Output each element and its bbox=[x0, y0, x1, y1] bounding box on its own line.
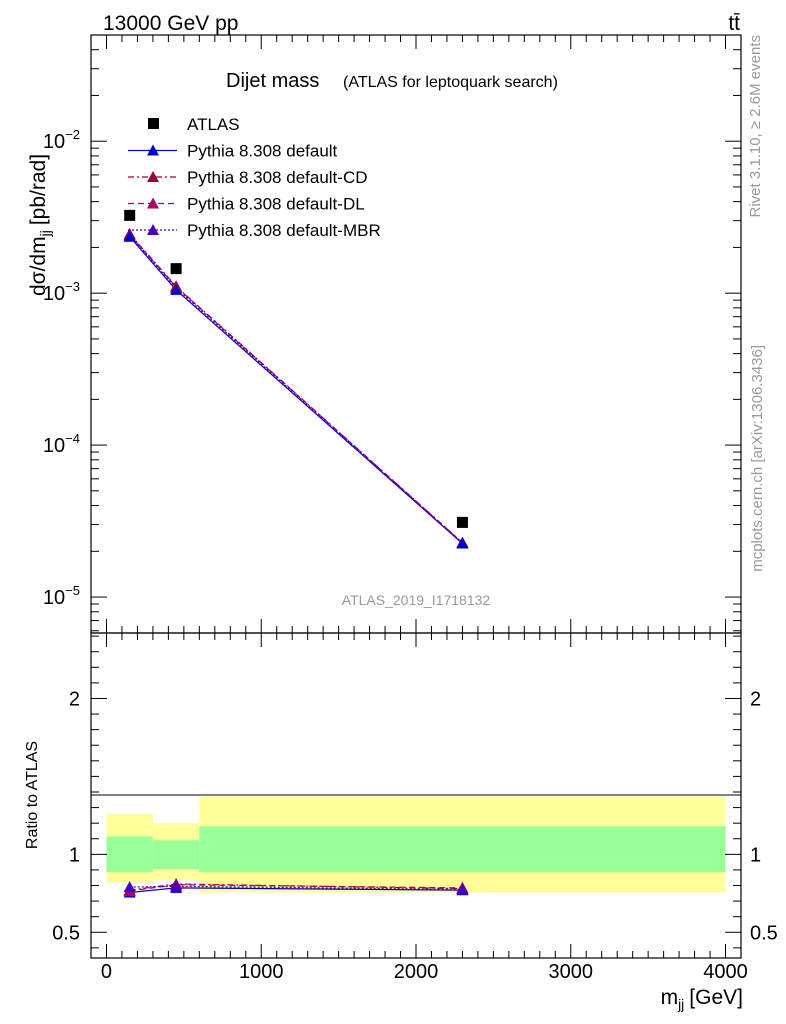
ratio-y-tick-label: 2 bbox=[69, 688, 80, 710]
main-series-line bbox=[129, 234, 463, 544]
watermark: ATLAS_2019_I1718132 bbox=[342, 592, 491, 608]
legend-marker bbox=[147, 171, 159, 182]
main-panel: Dijet mass (ATLAS for leptoquark search)… bbox=[27, 34, 742, 634]
legend-label: Pythia 8.308 default-DL bbox=[187, 195, 365, 214]
legend-label: Pythia 8.308 default bbox=[187, 142, 338, 161]
ratio-y-tick-label-right: 0.5 bbox=[750, 922, 778, 944]
ratio-y-tick-label-right: 1 bbox=[750, 844, 761, 866]
x-label-sub: jj bbox=[677, 996, 684, 1012]
process-label: tt̄ bbox=[728, 12, 740, 35]
x-tick-label: 3000 bbox=[549, 961, 594, 983]
ratio-frame bbox=[90, 632, 742, 959]
legend-marker bbox=[148, 118, 159, 129]
x-tick-label: 2000 bbox=[394, 961, 439, 983]
svg-text:dσ/dmjj[pb/rad]: dσ/dmjj [pb/rad] bbox=[27, 154, 53, 296]
ratio-uncertainty-bands bbox=[106, 796, 726, 893]
main-y-label-main: dσ/dm bbox=[27, 236, 50, 296]
x-label-unit: [GeV] bbox=[689, 986, 743, 1009]
main-series-lines bbox=[129, 233, 463, 544]
x-tick-label: 1000 bbox=[239, 961, 284, 983]
ratio-axis-ticks bbox=[91, 633, 741, 958]
main-y-tick-label: 10−4 bbox=[43, 431, 80, 457]
legend-label: ATLAS bbox=[187, 115, 240, 134]
ratio-y-tick-labels: 0.5 0.5 1 1 2 2 bbox=[52, 688, 778, 944]
svg-text:mjj[GeV]: mjj [GeV] bbox=[661, 986, 743, 1012]
main-mc-point bbox=[456, 537, 469, 549]
main-y-axis-label: dσ/dmjj [pb/rad] bbox=[27, 154, 53, 296]
main-y-tick-base: 10 bbox=[43, 131, 65, 153]
main-axis-ticks bbox=[91, 34, 741, 633]
ratio-band-green bbox=[106, 836, 153, 873]
ratio-series-line bbox=[129, 884, 463, 892]
ratio-band-green bbox=[199, 826, 726, 873]
x-axis-label: mjj [GeV] bbox=[661, 986, 743, 1012]
main-mc-point bbox=[123, 230, 136, 242]
main-y-tick-label: 10−3 bbox=[43, 279, 80, 305]
main-y-tick-base: 10 bbox=[43, 587, 65, 609]
main-y-tick-exp: −3 bbox=[65, 279, 80, 294]
main-mc-point bbox=[170, 283, 183, 295]
mcplots-label: mcplots.cern.ch [arXiv:1306.3436] bbox=[749, 345, 766, 572]
ratio-mc-point bbox=[456, 883, 469, 895]
main-y-tick-base: 10 bbox=[43, 283, 65, 305]
main-y-tick-exp: −5 bbox=[65, 583, 80, 598]
chart-subtitle: (ATLAS for leptoquark search) bbox=[343, 74, 558, 91]
ratio-y-tick-label: 0.5 bbox=[52, 922, 80, 944]
main-series-markers bbox=[123, 209, 469, 549]
x-label-main: m bbox=[661, 986, 679, 1009]
main-series-line bbox=[129, 233, 463, 544]
rivet-label: Rivet 3.1.10, ≥ 2.6M events bbox=[747, 35, 764, 218]
main-series-line bbox=[129, 234, 463, 544]
energy-label: 13000 GeV pp bbox=[103, 12, 238, 35]
ratio-series-markers bbox=[123, 877, 469, 898]
main-y-tick-exp: −4 bbox=[65, 431, 80, 446]
main-series-line bbox=[129, 236, 463, 544]
ratio-mc-point bbox=[170, 880, 183, 892]
ratio-panel: 0.5 0.5 1 1 2 2 0 1000 2000 3000 4000 Ratio to AT… bbox=[24, 632, 778, 1012]
legend-label: Pythia 8.308 default-MBR bbox=[187, 221, 381, 240]
main-data-point bbox=[170, 263, 182, 275]
main-data-point bbox=[456, 516, 468, 528]
ratio-series-line bbox=[129, 885, 463, 891]
legend-marker bbox=[147, 144, 159, 156]
main-y-tick-exp: −2 bbox=[65, 127, 80, 142]
x-tick-label: 0 bbox=[101, 961, 112, 983]
main-y-tick-label: 10−5 bbox=[43, 583, 80, 609]
ratio-y-tick-label: 1 bbox=[69, 844, 80, 866]
legend-marker bbox=[147, 197, 159, 209]
ratio-band-green bbox=[152, 840, 200, 870]
x-tick-label: 4000 bbox=[703, 961, 748, 983]
ratio-mc-point bbox=[123, 881, 136, 893]
chart-title: Dijet mass bbox=[226, 70, 319, 92]
main-y-label-sub: jj bbox=[37, 230, 53, 237]
main-y-label-unit: [pb/rad] bbox=[27, 154, 50, 225]
ratio-y-tick-label-right: 2 bbox=[750, 688, 761, 710]
x-tick-labels: 0 1000 2000 3000 4000 bbox=[101, 961, 748, 983]
legend: ATLAS Pythia 8.308 default Pythia 8.308 de… bbox=[128, 115, 381, 240]
ratio-y-axis-label: Ratio to ATLAS bbox=[24, 741, 41, 849]
main-y-tick-label: 10−2 bbox=[43, 127, 80, 153]
legend-label: Pythia 8.308 default-CD bbox=[187, 168, 368, 187]
main-y-tick-base: 10 bbox=[43, 435, 65, 457]
main-data-point bbox=[124, 209, 136, 221]
main-y-tick-labels: 10−210−310−410−5 bbox=[43, 127, 80, 609]
legend-marker bbox=[147, 224, 159, 235]
